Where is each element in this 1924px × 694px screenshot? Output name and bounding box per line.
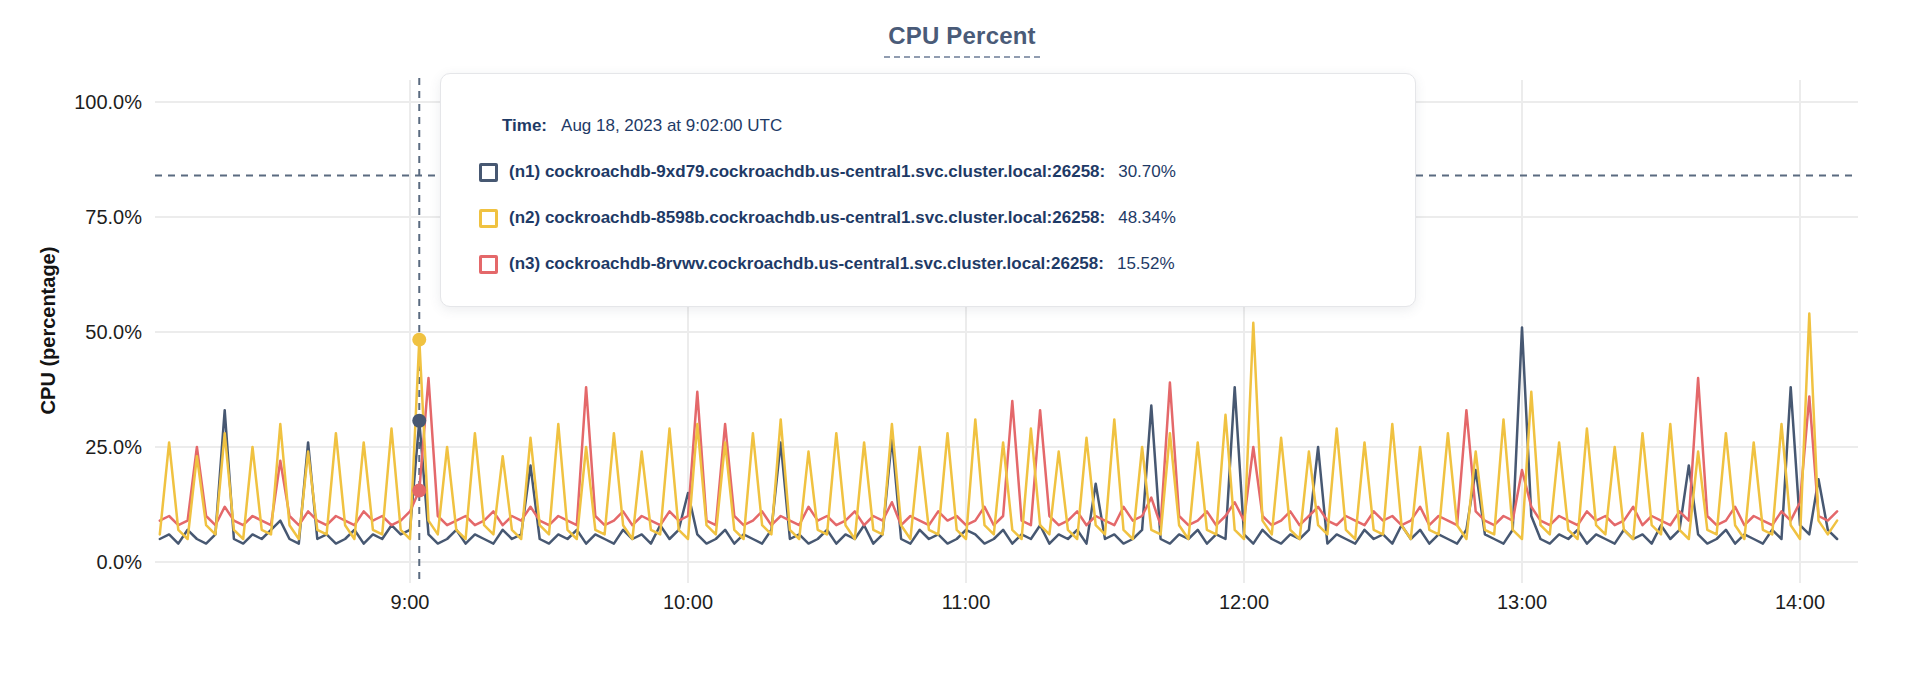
tooltip-series-value-n3: 15.52% xyxy=(1117,254,1175,274)
tooltip-series-row-n1: (n1) cockroachdb-9xd79.cockroachdb.us-ce… xyxy=(479,162,1377,182)
hover-dot-n1 xyxy=(412,414,426,428)
y-tick-label: 75.0% xyxy=(30,205,142,229)
tooltip-series-row-n2: (n2) cockroachdb-8598b.cockroachdb.us-ce… xyxy=(479,208,1377,228)
chart-tooltip: Time: Aug 18, 2023 at 9:02:00 UTC (n1) c… xyxy=(440,73,1416,307)
y-tick-label: 50.0% xyxy=(30,320,142,344)
tooltip-time-row: Time: Aug 18, 2023 at 9:02:00 UTC xyxy=(479,116,1377,136)
tooltip-time-label: Time: xyxy=(502,116,547,136)
y-tick-label: 25.0% xyxy=(30,435,142,459)
x-tick-label: 12:00 xyxy=(1194,590,1294,614)
tooltip-series-name-n3: (n3) cockroachdb-8rvwv.cockroachdb.us-ce… xyxy=(509,254,1104,274)
tooltip-series-value-n1: 30.70% xyxy=(1118,162,1176,182)
y-tick-label: 0.0% xyxy=(30,550,142,574)
x-tick-label: 13:00 xyxy=(1472,590,1572,614)
series-swatch-n1-icon xyxy=(479,163,498,182)
x-tick-label: 9:00 xyxy=(360,590,460,614)
x-tick-label: 10:00 xyxy=(638,590,738,614)
hover-dot-n2 xyxy=(412,333,426,347)
series-swatch-n3-icon xyxy=(479,255,498,274)
series-line-n2 xyxy=(160,314,1837,539)
series-swatch-n2-icon xyxy=(479,209,498,228)
y-tick-label: 100.0% xyxy=(30,90,142,114)
hover-dot-n3 xyxy=(412,484,426,498)
tooltip-series-value-n2: 48.34% xyxy=(1118,208,1176,228)
tooltip-time-value: Aug 18, 2023 at 9:02:00 UTC xyxy=(561,116,782,136)
tooltip-series-name-n1: (n1) cockroachdb-9xd79.cockroachdb.us-ce… xyxy=(509,162,1105,182)
x-tick-label: 14:00 xyxy=(1750,590,1850,614)
tooltip-series-name-n2: (n2) cockroachdb-8598b.cockroachdb.us-ce… xyxy=(509,208,1105,228)
cpu-percent-chart-panel: CPU Percent CPU (percentage) 0.0%25.0%50… xyxy=(0,0,1924,694)
x-tick-label: 11:00 xyxy=(916,590,1016,614)
tooltip-series-row-n3: (n3) cockroachdb-8rvwv.cockroachdb.us-ce… xyxy=(479,254,1377,274)
